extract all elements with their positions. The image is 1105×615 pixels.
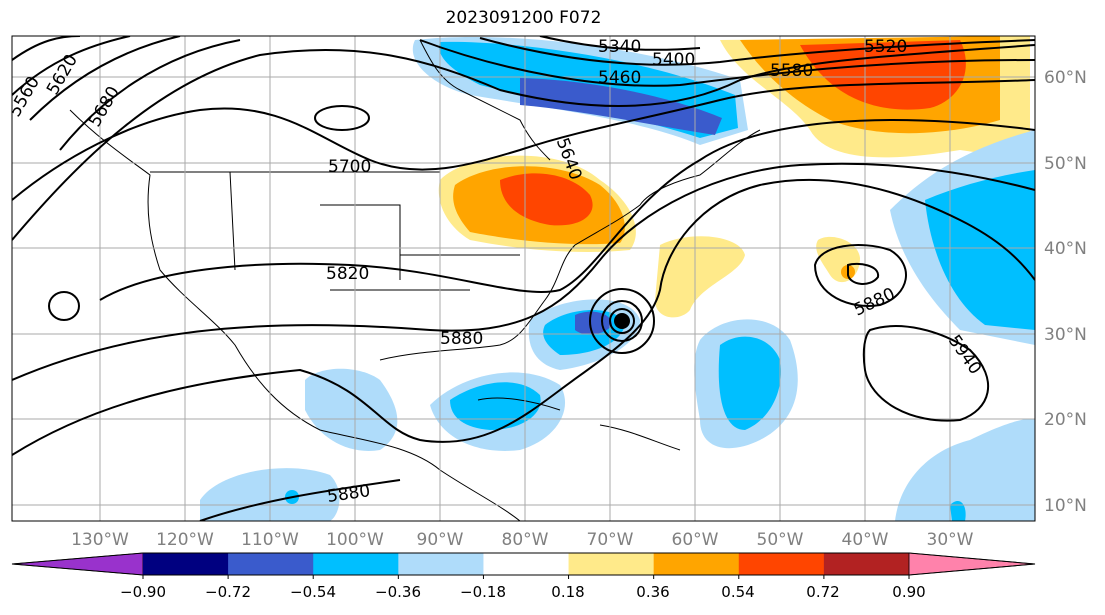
height-contours [12,36,1035,521]
colorbar-tick-label: −0.36 [375,583,421,601]
lon-label: 90°W [417,530,464,550]
lon-label: 80°W [502,530,549,550]
lat-label: 10°N [1044,496,1087,516]
lon-label: 40°W [842,530,889,550]
colorbar-extend-high [908,552,1036,576]
lon-label: 120°W [156,530,214,550]
map-area: 5340 5400 5460 5520 5580 5640 5700 5820 … [12,36,1035,521]
longitude-labels: 130°W 120°W 110°W 100°W 90°W 80°W 70°W 6… [71,530,974,550]
lat-label: 50°N [1044,154,1087,174]
colorbar-tick-labels: −0.90 −0.72 −0.54 −0.36 −0.18 0.18 0.36 … [120,583,926,601]
contour-label: 5880 [440,329,483,349]
lon-label: 70°W [587,530,634,550]
contour-label: 5520 [864,37,907,57]
colorbar-tick-label: −0.90 [120,583,166,601]
colorbar-tick-label: −0.54 [290,583,336,601]
contour-label: 5580 [770,61,813,81]
colorbar-tick-label: 0.18 [551,583,584,601]
colorbar-extend-low [11,552,144,576]
lat-label: 20°N [1044,410,1087,430]
graticule [12,36,1035,521]
colorbar-segment [738,553,825,575]
map-frame [11,35,1036,522]
lon-label: 60°W [672,530,719,550]
lat-label: 40°N [1044,239,1087,259]
colorbar-segment [313,553,399,575]
lon-label: 130°W [71,530,129,550]
colorbar-tick-label: 0.54 [721,583,754,601]
hurricane-center-marker [614,313,630,329]
contour-label: 5820 [326,264,369,284]
lon-label: 50°W [757,530,804,550]
lon-label: 30°W [927,530,974,550]
colorbar-segment [568,553,655,575]
colorbar [11,552,1036,579]
colorbar-segment [653,553,740,575]
colorbar-segment [398,553,484,575]
chart-title: 2023091200 F072 [445,8,602,28]
lat-label: 60°N [1044,68,1087,88]
colorbar-tick-label: −0.18 [460,583,506,601]
contour-labels: 5340 5400 5460 5520 5580 5640 5700 5820 … [12,37,985,507]
colorbar-segment [143,553,229,575]
contour-label: 5700 [328,157,371,177]
latitude-labels: 60°N 50°N 40°N 30°N 20°N 10°N [1044,68,1087,516]
lon-label: 100°W [326,530,384,550]
colorbar-tick-label: 0.36 [636,583,669,601]
lon-label: 110°W [241,530,299,550]
contour-label: 5340 [598,37,641,57]
colorbar-tick-label: 0.72 [806,583,839,601]
contour-label: 5460 [598,68,641,88]
colorbar-segment [228,553,314,575]
lat-label: 30°N [1044,325,1087,345]
colorbar-tick-label: −0.72 [205,583,251,601]
contour-label: 5400 [652,50,695,70]
colorbar-segment [483,553,570,575]
colorbar-tick-label: 0.90 [892,583,925,601]
colorbar-segment [823,553,910,575]
